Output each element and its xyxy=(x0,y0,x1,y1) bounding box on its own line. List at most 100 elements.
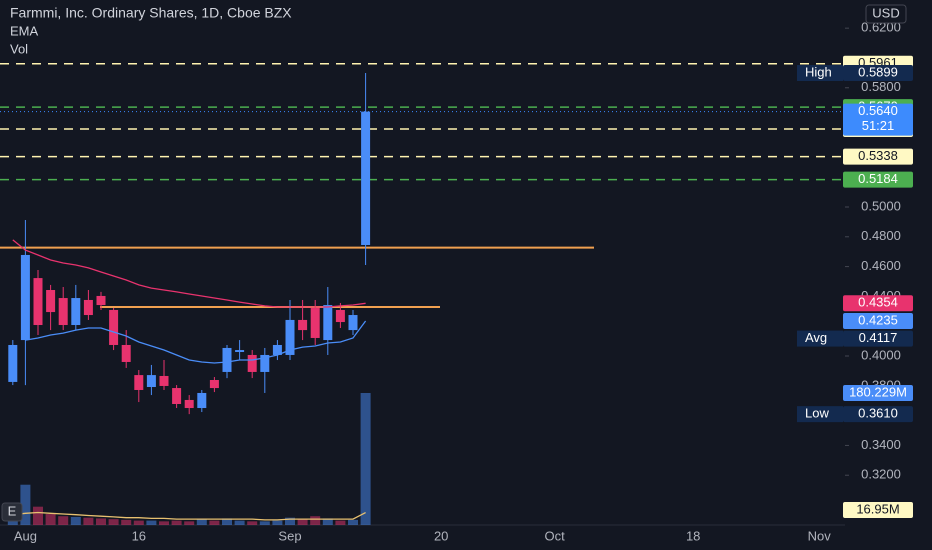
candle-body xyxy=(159,375,169,386)
y-tick-label: 0.3400 xyxy=(861,437,901,452)
stat-tag: High xyxy=(805,64,832,79)
volume-bar xyxy=(259,521,270,525)
candle-body xyxy=(121,344,131,362)
x-tick-label: 16 xyxy=(132,528,146,543)
ema-line xyxy=(25,320,367,364)
indicator-label: EMA xyxy=(10,23,39,38)
x-tick-label: Sep xyxy=(278,528,301,543)
volume-bar xyxy=(322,518,333,525)
y-tick-label: 0.4000 xyxy=(861,347,901,362)
candle-body xyxy=(134,375,144,390)
stat-tag-bg xyxy=(797,65,843,82)
volume-label: 180.229M xyxy=(849,384,907,399)
stat-label: 0.3610 xyxy=(858,406,898,421)
stat-label: 0.4117 xyxy=(859,330,898,345)
volume-bar xyxy=(209,520,220,525)
candle-body xyxy=(46,289,56,313)
plot: Aug 16 Sep 20 Oct 18 Nov xyxy=(0,63,932,543)
stat-label-bg xyxy=(843,406,913,423)
stat-label: 0.5899 xyxy=(858,64,898,79)
ema-label-bg xyxy=(843,312,913,329)
volume-bar xyxy=(58,516,69,525)
ema-line xyxy=(12,239,366,308)
volume-bar xyxy=(184,521,195,525)
volume-bar xyxy=(108,519,119,525)
candle-body xyxy=(109,309,119,345)
x-tick-label: Oct xyxy=(544,528,565,543)
volume-ema-label: 16.95M xyxy=(856,501,899,516)
volume-bar xyxy=(45,514,56,525)
volume-bar xyxy=(297,519,308,525)
volume-bar xyxy=(159,521,169,525)
candle-body xyxy=(209,380,219,389)
indicator-label: Vol xyxy=(10,41,28,56)
candle-body xyxy=(272,344,282,355)
volume-bar xyxy=(83,517,94,525)
volume-bar xyxy=(133,520,144,525)
volume-bar xyxy=(70,516,81,525)
candle-body xyxy=(172,388,182,404)
volume-bar xyxy=(121,519,132,525)
volume-bar xyxy=(96,518,106,525)
countdown-label: 51:21 xyxy=(862,118,895,133)
candle-body xyxy=(20,254,30,341)
y-tick-label: 0.4600 xyxy=(861,258,901,273)
candle-body xyxy=(247,354,257,372)
stat-tag-bg xyxy=(797,406,843,423)
price-axis-bg xyxy=(845,0,932,550)
chart-title: Farmmi, Inc. Ordinary Shares, 1D, Cboe B… xyxy=(10,5,292,21)
price-axis: 0.62000.58000.50000.48000.46000.44000.40… xyxy=(797,0,932,550)
volume-bar xyxy=(285,517,295,525)
volume-ema-line xyxy=(12,511,366,521)
x-tick-label: 18 xyxy=(686,528,700,543)
level-label-bg xyxy=(843,171,913,188)
candle-body xyxy=(33,278,43,326)
y-tick-label: 0.5800 xyxy=(861,79,901,94)
stat-tag: Avg xyxy=(805,330,827,345)
volume-bar xyxy=(335,520,346,525)
volume-bar xyxy=(171,520,182,525)
scale-button-label[interactable]: E xyxy=(8,503,17,518)
y-tick-label: 0.4800 xyxy=(861,228,901,243)
x-tick-label: Aug xyxy=(14,528,37,543)
stat-tag-bg xyxy=(797,330,843,347)
x-tick-label: 20 xyxy=(434,528,448,543)
scale-button[interactable] xyxy=(1,502,23,522)
currency-button[interactable] xyxy=(865,4,907,24)
candle-body xyxy=(235,350,245,352)
stat-label-bg xyxy=(843,65,913,82)
candle-body xyxy=(260,354,270,372)
volume-bar xyxy=(234,520,245,525)
currency-label[interactable]: USD xyxy=(872,5,899,20)
candle-body xyxy=(298,319,308,331)
candle-body xyxy=(222,347,232,372)
candle-body xyxy=(323,305,333,341)
candle-body xyxy=(58,298,68,326)
volume-bar xyxy=(196,519,207,525)
candle-body xyxy=(348,315,358,331)
ema-label: 0.4354 xyxy=(858,295,898,310)
volume-ema-label-bg xyxy=(843,502,913,518)
candle-body xyxy=(146,375,156,388)
y-tick-label: 0.5000 xyxy=(861,198,901,213)
volume-bar xyxy=(310,516,321,525)
volume-bar xyxy=(222,518,232,525)
volume-bar xyxy=(272,520,283,525)
candle-body xyxy=(285,319,295,355)
volume-label-bg xyxy=(843,385,913,401)
volume-bar xyxy=(247,521,258,525)
candle-body xyxy=(310,308,320,338)
stat-label-bg xyxy=(843,330,913,347)
ema-label: 0.4235 xyxy=(858,312,898,327)
candle-body xyxy=(83,299,93,316)
volume-bar xyxy=(20,484,31,525)
volume-bar xyxy=(146,520,157,525)
candle-body xyxy=(335,309,345,323)
current-price-label: 0.5640 xyxy=(858,103,898,118)
candle-body xyxy=(8,344,18,382)
level-label: 0.5338 xyxy=(858,148,898,163)
candle-body xyxy=(96,295,106,306)
ema-label-bg xyxy=(843,295,913,312)
